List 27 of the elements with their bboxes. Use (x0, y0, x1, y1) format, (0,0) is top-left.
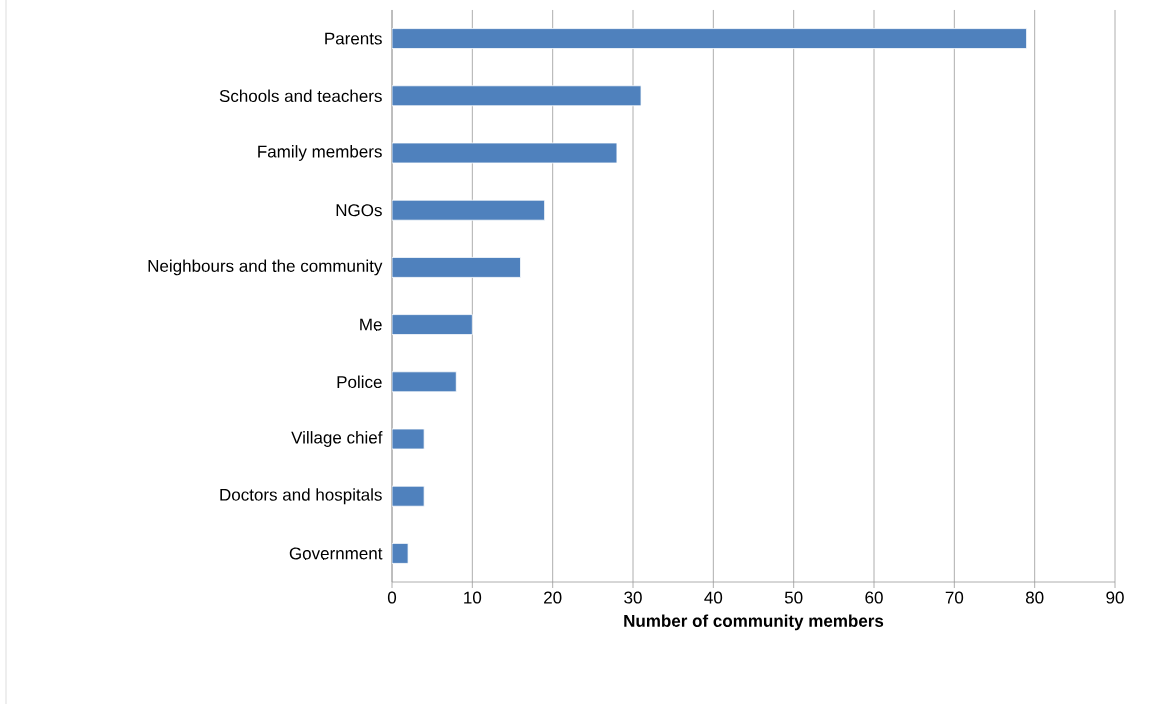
x-axis-title: Number of community members (624, 614, 884, 631)
y-tick-label: Family members (258, 145, 382, 161)
bar (392, 85, 642, 107)
y-tick-label: Schools and teachers (219, 89, 382, 103)
bar (392, 314, 473, 335)
y-tick-label: NGOs (336, 204, 382, 217)
x-tick-label: 20 (544, 591, 562, 604)
x-tick-label: 0 (387, 591, 397, 604)
y-tick-label: Doctors and hospitals (220, 488, 382, 505)
x-tick-label: 50 (784, 591, 803, 604)
x-tick-label: 40 (704, 591, 723, 604)
bar (392, 257, 521, 278)
y-tick-label: Government (289, 547, 383, 560)
y-tick-label: Police (337, 375, 382, 389)
x-tick-label: 60 (865, 591, 883, 604)
y-tick-label: Village chief (291, 431, 383, 447)
bar (392, 371, 457, 393)
x-tick-label: 90 (1106, 591, 1124, 604)
y-tick-label: Parents (325, 32, 382, 45)
x-tick-label: 10 (464, 591, 482, 604)
bar (392, 28, 1028, 49)
y-tick-label: Me (360, 318, 382, 331)
bar (392, 199, 546, 221)
x-tick-label: 80 (1025, 591, 1044, 604)
x-tick-label: 70 (945, 591, 964, 604)
x-tick-label: 30 (624, 591, 642, 604)
y-tick-label: Neighbours and the community (148, 259, 383, 276)
